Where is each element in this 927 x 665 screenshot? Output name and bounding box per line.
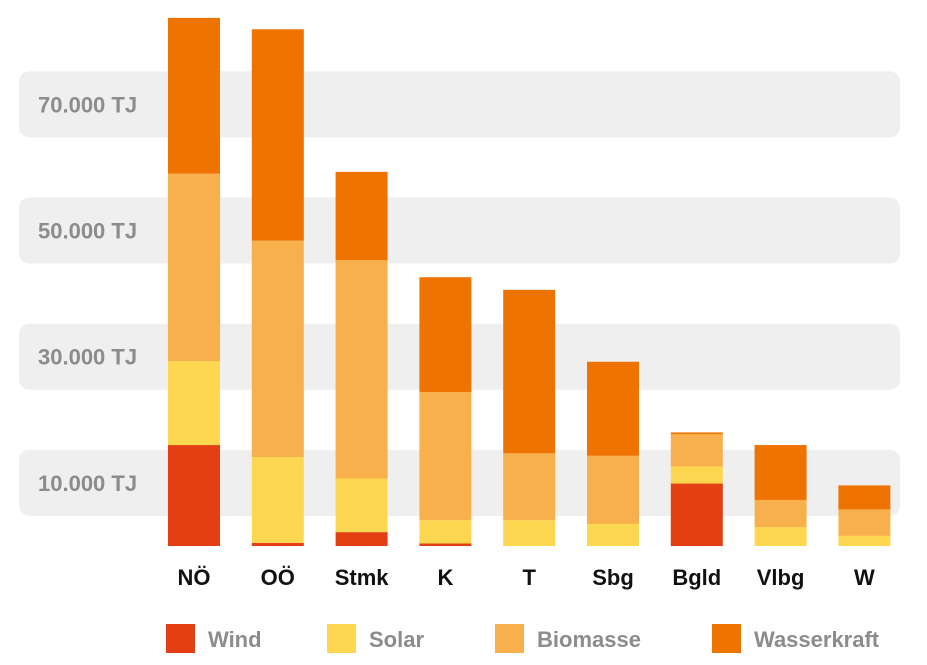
bar-segment-wasserkraft — [251, 29, 304, 241]
bar-segment-solar — [251, 457, 304, 543]
bar-segment-wind — [251, 542, 304, 546]
legend-label: Solar — [369, 627, 424, 652]
bar-stack — [503, 289, 556, 546]
x-tick-label: NÖ — [178, 565, 211, 590]
legend-label: Wasserkraft — [754, 627, 880, 652]
gridline-bands — [19, 71, 900, 516]
y-tick-label: 10.000 TJ — [38, 471, 137, 496]
x-tick-label: Sbg — [592, 565, 634, 590]
x-tick-label: OÖ — [261, 565, 295, 590]
bar-segment-wasserkraft — [670, 432, 723, 435]
bar-stack — [754, 445, 807, 546]
y-tick-label: 50.000 TJ — [38, 219, 137, 244]
bar-segment-biomasse — [168, 173, 220, 362]
legend: Wind Solar Biomasse Wasserkraft — [166, 624, 880, 653]
bar-stack — [838, 485, 891, 546]
grid-band — [19, 71, 900, 138]
legend-swatch — [712, 624, 741, 653]
x-tick-label: K — [437, 565, 453, 590]
bar-stack — [251, 29, 304, 546]
bars — [168, 17, 891, 546]
bar-segment-wasserkraft — [838, 485, 891, 510]
x-tick-label: W — [854, 565, 875, 590]
bar-stack — [419, 277, 472, 546]
legend-item-solar: Solar — [327, 624, 424, 653]
x-tick-label: Vlbg — [757, 565, 805, 590]
bar-segment-wasserkraft — [587, 361, 639, 456]
bar-segment-solar — [754, 527, 807, 546]
legend-swatch — [166, 624, 195, 653]
y-tick-label: 30.000 TJ — [38, 345, 137, 370]
x-tick-label: Bgld — [672, 565, 721, 590]
bar-segment-biomasse — [503, 453, 556, 521]
legend-swatch — [327, 624, 356, 653]
x-axis-tick-labels: NÖ OÖ Stmk K T Sbg Bgld Vlbg W — [178, 565, 876, 590]
legend-label: Wind — [208, 627, 262, 652]
legend-label: Biomasse — [537, 627, 641, 652]
bar-segment-solar — [503, 520, 556, 546]
legend-item-biomasse: Biomasse — [495, 624, 641, 653]
bar-stack — [587, 361, 639, 546]
grid-band — [19, 197, 900, 264]
bar-segment-solar — [168, 361, 220, 446]
bar-segment-biomasse — [838, 509, 891, 536]
bar-segment-biomasse — [754, 499, 807, 528]
bar-stack — [335, 171, 388, 546]
bar-segment-wind — [419, 543, 472, 546]
bar-segment-wasserkraft — [503, 289, 556, 454]
legend-item-wind: Wind — [166, 624, 262, 653]
bar-stack — [670, 432, 723, 546]
bar-segment-solar — [335, 478, 388, 533]
bar-segment-biomasse — [670, 434, 723, 467]
x-tick-label: Stmk — [335, 565, 390, 590]
bar-segment-solar — [838, 535, 891, 546]
bar-segment-solar — [587, 523, 639, 546]
bar-segment-biomasse — [335, 260, 388, 479]
bar-segment-solar — [419, 520, 472, 544]
y-tick-label: 70.000 TJ — [38, 92, 137, 117]
bar-segment-wasserkraft — [335, 171, 388, 261]
bar-segment-solar — [670, 466, 723, 484]
bar-segment-biomasse — [419, 392, 472, 521]
bar-segment-wasserkraft — [419, 277, 472, 393]
bar-segment-wasserkraft — [754, 445, 807, 500]
x-tick-label: T — [522, 565, 536, 590]
legend-swatch — [495, 624, 524, 653]
y-axis-tick-labels: 10.000 TJ 30.000 TJ 50.000 TJ 70.000 TJ — [38, 92, 137, 496]
bar-segment-wind — [335, 532, 388, 546]
bar-segment-wasserkraft — [168, 17, 220, 174]
bar-segment-biomasse — [251, 240, 304, 458]
bar-stack — [168, 17, 220, 546]
bar-segment-biomasse — [587, 455, 639, 524]
legend-item-wasserkraft: Wasserkraft — [712, 624, 880, 653]
bar-segment-wind — [670, 483, 723, 546]
bar-segment-wind — [168, 445, 220, 546]
